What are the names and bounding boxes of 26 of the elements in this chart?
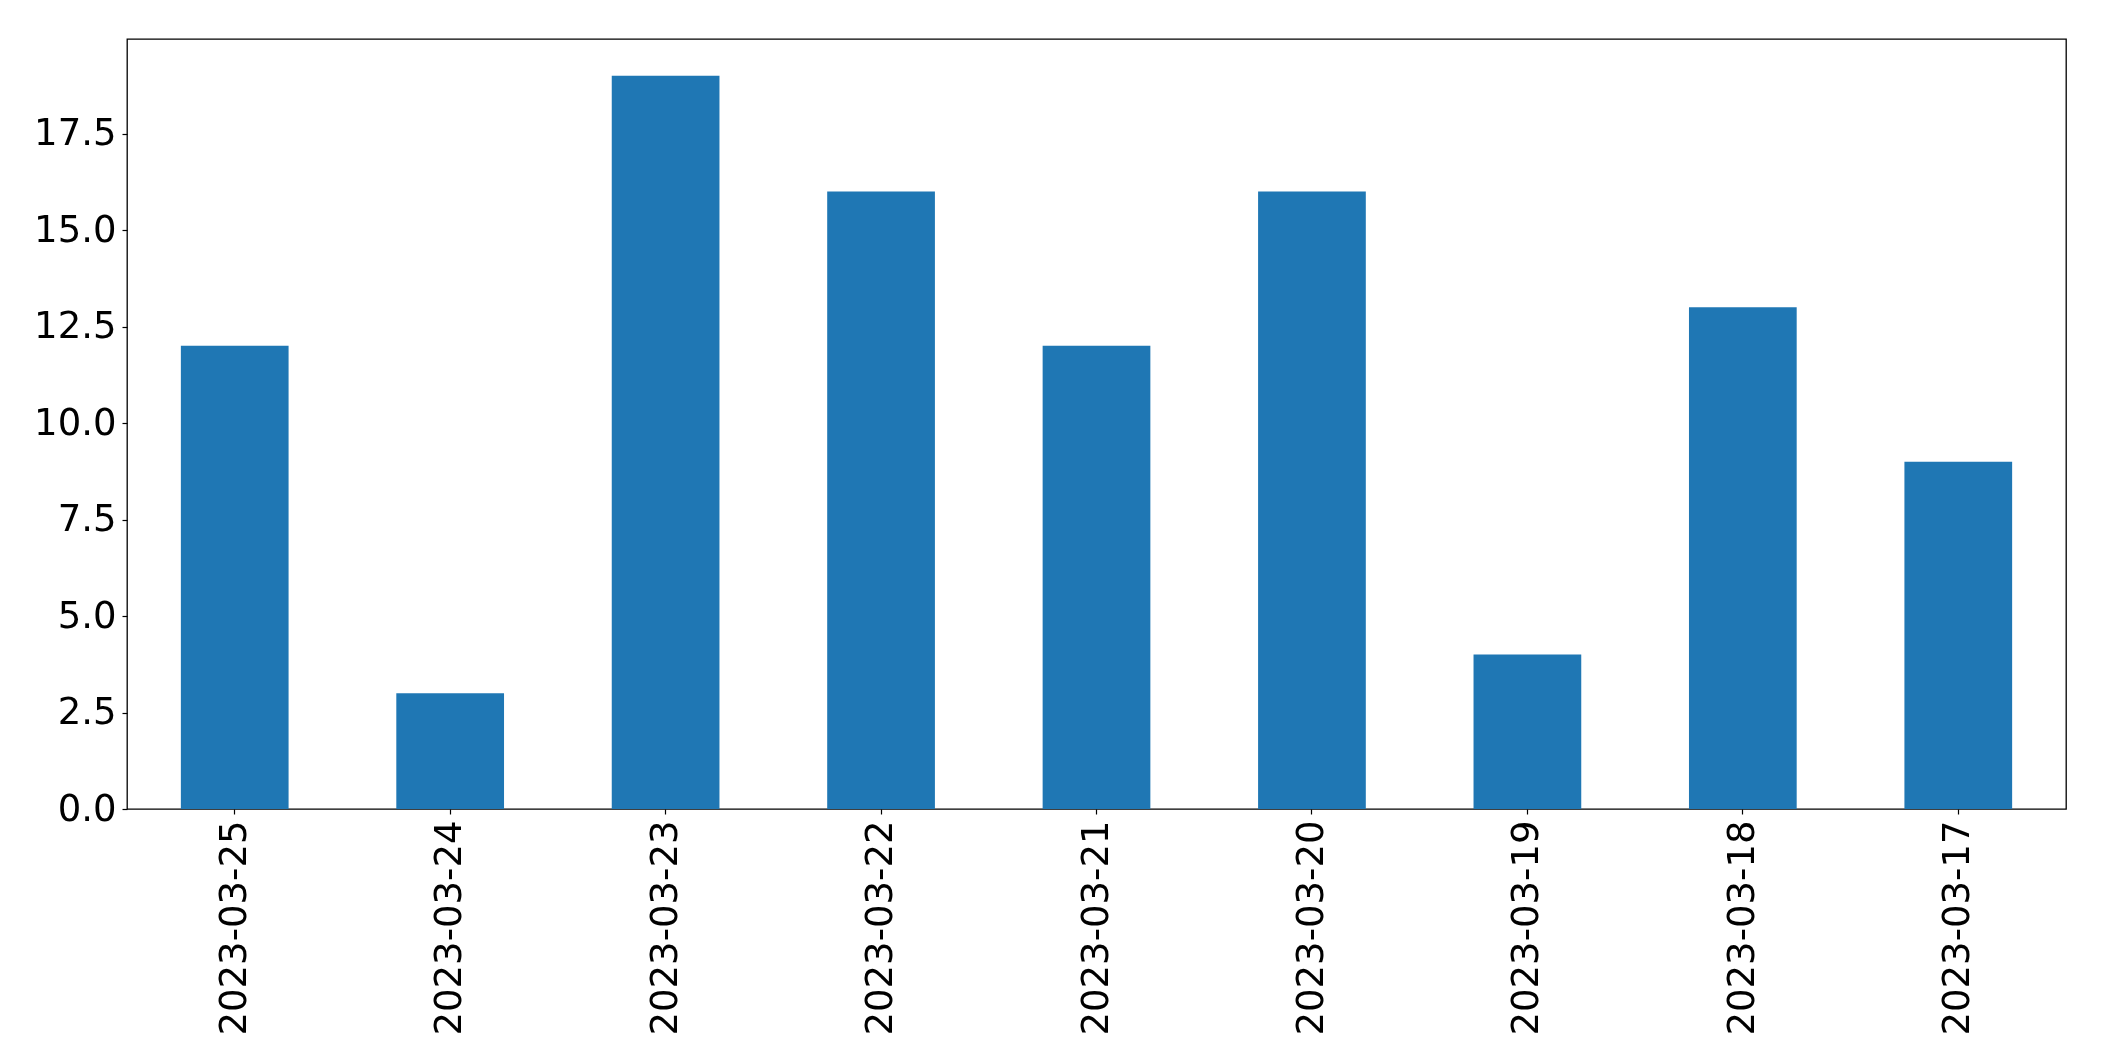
- x-tick-label: 2023-03-20: [1288, 820, 1332, 1036]
- y-tick-label: 7.5: [57, 497, 117, 541]
- y-tick-label: 15.0: [34, 207, 117, 251]
- y-tick-label: 2.5: [57, 690, 117, 734]
- bar: [1904, 461, 2013, 809]
- x-tick-label: 2023-03-22: [858, 820, 902, 1036]
- bar: [827, 191, 935, 809]
- y-tick-label: 0.0: [57, 786, 117, 830]
- y-tick-label: 10.0: [34, 400, 117, 444]
- y-tick-label: 5.0: [57, 593, 117, 637]
- x-tick-label: 2023-03-23: [642, 820, 686, 1036]
- bar: [611, 75, 720, 809]
- bar: [1258, 191, 1366, 809]
- x-tick-label: 2023-03-24: [427, 820, 471, 1036]
- x-tick-label: 2023-03-17: [1935, 820, 1979, 1036]
- bar: [396, 693, 505, 809]
- x-tick-label: 2023-03-21: [1073, 820, 1117, 1036]
- bar: [1473, 654, 1582, 809]
- x-tick-label: 2023-03-19: [1504, 820, 1548, 1036]
- bar: [180, 345, 289, 809]
- bar: [1042, 345, 1151, 809]
- bar: [1688, 307, 1797, 809]
- y-tick-label: 12.5: [34, 304, 117, 348]
- y-tick-label: 17.5: [34, 111, 117, 155]
- x-tick-label: 2023-03-18: [1719, 820, 1763, 1036]
- x-tick-label: 2023-03-25: [211, 820, 255, 1036]
